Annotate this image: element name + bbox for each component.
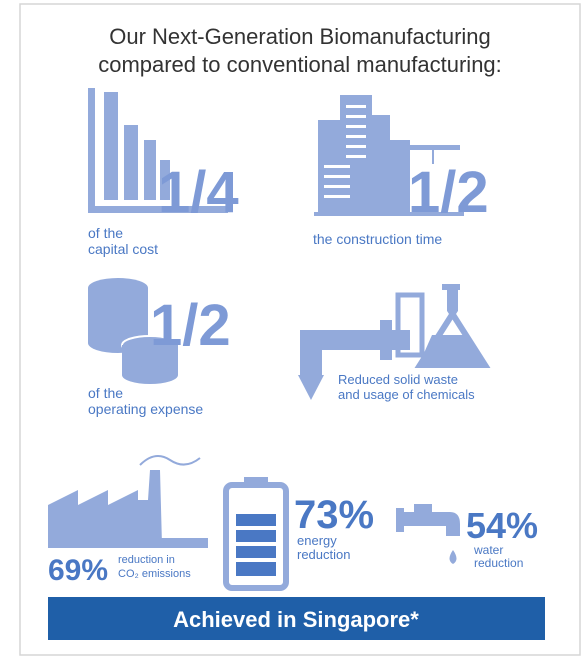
banner [48,597,545,640]
caption: and usage of chemicals [338,387,475,402]
caption: energy [297,533,337,548]
battery-icon [223,477,289,591]
caption: Reduced solid waste [338,372,458,387]
caption: reduction in [118,554,175,566]
caption: of the [88,225,123,241]
fraction: 1/2 [150,293,231,358]
caption: CO₂ emissions [118,568,191,580]
caption: of the [88,385,123,401]
fraction: 1/2 [408,160,489,225]
caption: reduction [474,556,523,570]
caption: water [473,543,503,557]
factory-icon [48,470,208,548]
caption: operating expense [88,401,203,417]
caption: capital cost [88,241,158,257]
banner-text: Achieved in Singapore* [173,607,419,632]
lab-icon [298,284,491,400]
coins-icon [88,278,179,384]
title-line: Our Next-Generation Biomanufacturing [109,24,491,49]
title-line: compared to conventional manufacturing: [98,52,502,77]
percent: 73% [294,493,374,537]
percent: 54% [466,505,538,546]
fraction: 1/4 [158,160,239,225]
percent: 69% [48,554,108,587]
caption: reduction [297,547,350,562]
smoke [139,455,201,466]
caption: the construction time [313,231,442,247]
faucet-icon [396,504,460,564]
bar-chart-icon [88,88,228,213]
building-windows [324,105,366,198]
